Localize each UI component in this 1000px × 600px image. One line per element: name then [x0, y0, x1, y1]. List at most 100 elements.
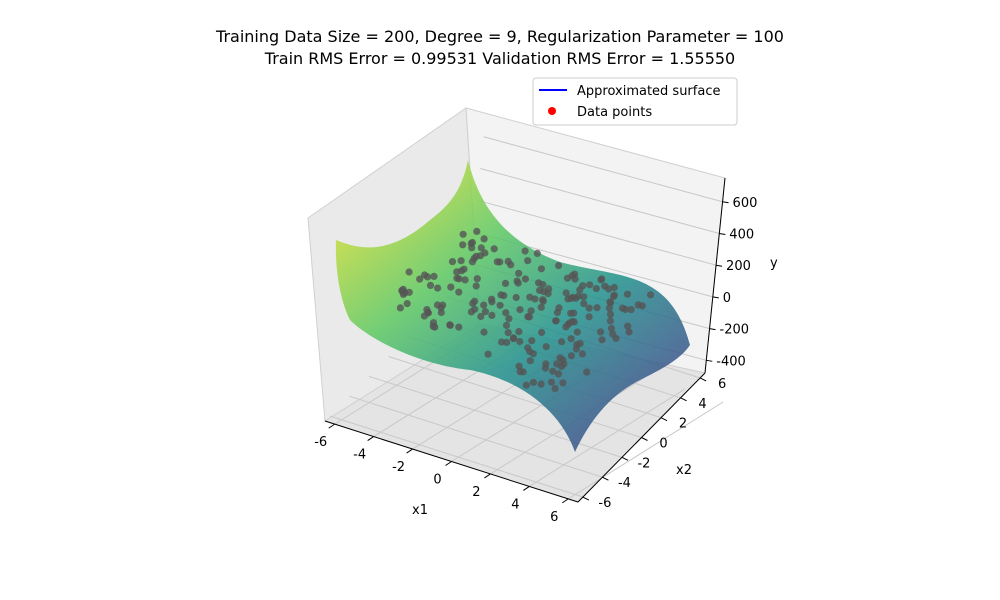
data-point: [567, 352, 576, 360]
data-point: [473, 227, 481, 235]
data-point: [455, 323, 463, 331]
data-point: [472, 282, 480, 290]
data-point: [509, 334, 518, 342]
data-point: [583, 368, 591, 376]
data-point: [531, 295, 539, 303]
x1-tick-label: 0: [433, 473, 441, 488]
data-point: [504, 257, 512, 265]
x2-tick-label: -2: [637, 456, 650, 471]
data-point: [537, 303, 545, 311]
data-point: [572, 345, 581, 353]
data-point: [416, 275, 424, 283]
grid-line-z: [476, 199, 717, 266]
data-point: [426, 281, 435, 289]
x2-tick-label: 4: [698, 397, 706, 412]
data-point: [552, 317, 560, 325]
data-point: [524, 257, 532, 265]
chart-title: Training Data Size = 200, Degree = 9, Re…: [216, 27, 784, 46]
data-point: [459, 230, 467, 238]
x2-tick-label: -4: [618, 476, 631, 491]
legend: Approximated surface Data points: [532, 77, 738, 126]
data-point: [505, 315, 513, 323]
z-axis-label: y: [770, 256, 778, 271]
data-point: [555, 262, 563, 270]
data-point: [529, 378, 538, 386]
data-point: [405, 268, 413, 276]
data-points: [396, 227, 655, 393]
data-point: [525, 313, 534, 321]
x2-tick-label: 6: [718, 377, 726, 392]
data-point: [434, 284, 442, 292]
data-point: [547, 378, 556, 386]
legend-label-points: Data points: [577, 105, 652, 120]
data-point: [549, 367, 557, 375]
data-point: [519, 368, 527, 376]
data-point: [396, 304, 404, 312]
grid-line-x2: [329, 415, 584, 498]
data-point: [446, 321, 454, 329]
data-point: [423, 306, 431, 314]
data-point: [542, 343, 550, 351]
data-point: [471, 297, 479, 305]
z-ticks: -400 -200 0 200 400 600: [706, 196, 757, 369]
z-tick-label: 400: [729, 227, 754, 242]
z-tick-label: 200: [726, 259, 751, 274]
z-tick-mark: [709, 328, 716, 331]
chart-subtitle: Train RMS Error = 0.99531 Validation RMS…: [264, 49, 736, 68]
x1-tick-mark: [445, 461, 452, 466]
data-point: [598, 336, 606, 344]
data-point: [527, 307, 535, 315]
data-point: [514, 279, 522, 287]
z-tick-mark: [722, 201, 729, 204]
data-point: [593, 304, 601, 312]
data-point: [576, 339, 584, 348]
legend-box: [532, 77, 738, 126]
data-point: [488, 295, 496, 303]
data-point: [606, 299, 615, 307]
data-point: [627, 306, 635, 314]
data-point: [455, 288, 463, 296]
data-point: [606, 310, 615, 318]
x1-tick-label: 4: [511, 497, 519, 512]
data-point: [501, 279, 510, 287]
data-point: [429, 322, 437, 330]
data-point: [567, 294, 575, 302]
data-point: [459, 241, 467, 249]
data-point: [555, 304, 563, 312]
z-tick-label: 0: [723, 291, 731, 306]
grid-line-x2: [368, 375, 623, 458]
data-point: [448, 258, 457, 266]
data-point: [521, 275, 530, 283]
x1-tick-label: -4: [353, 448, 366, 463]
x1-tick-label: 6: [550, 510, 558, 525]
data-point: [468, 244, 476, 252]
grid-line-x1: [568, 401, 724, 500]
grid-line-z: [480, 168, 720, 234]
z-tick-mark: [706, 359, 713, 362]
x1-tick-label: -6: [314, 435, 327, 450]
data-point: [484, 350, 492, 358]
data-point: [457, 257, 465, 265]
data-point: [606, 317, 615, 325]
data-point: [610, 283, 618, 292]
data-point: [533, 249, 541, 257]
data-point: [529, 350, 537, 358]
data-point: [481, 308, 489, 316]
data-point: [480, 328, 488, 336]
data-point: [502, 321, 511, 329]
x2-tick-label: 0: [659, 437, 667, 452]
data-point: [601, 282, 609, 290]
data-point: [515, 362, 523, 370]
grid-line-x2: [349, 395, 603, 478]
data-point: [559, 356, 567, 364]
data-point: [567, 335, 575, 343]
data-point: [623, 290, 632, 298]
z-tick-mark: [715, 264, 723, 267]
data-point: [399, 290, 407, 298]
x2-tick-mark: [699, 377, 707, 382]
data-point: [504, 329, 512, 337]
data-point: [558, 338, 566, 346]
data-point: [541, 364, 550, 372]
x2-tick-mark: [621, 456, 629, 461]
